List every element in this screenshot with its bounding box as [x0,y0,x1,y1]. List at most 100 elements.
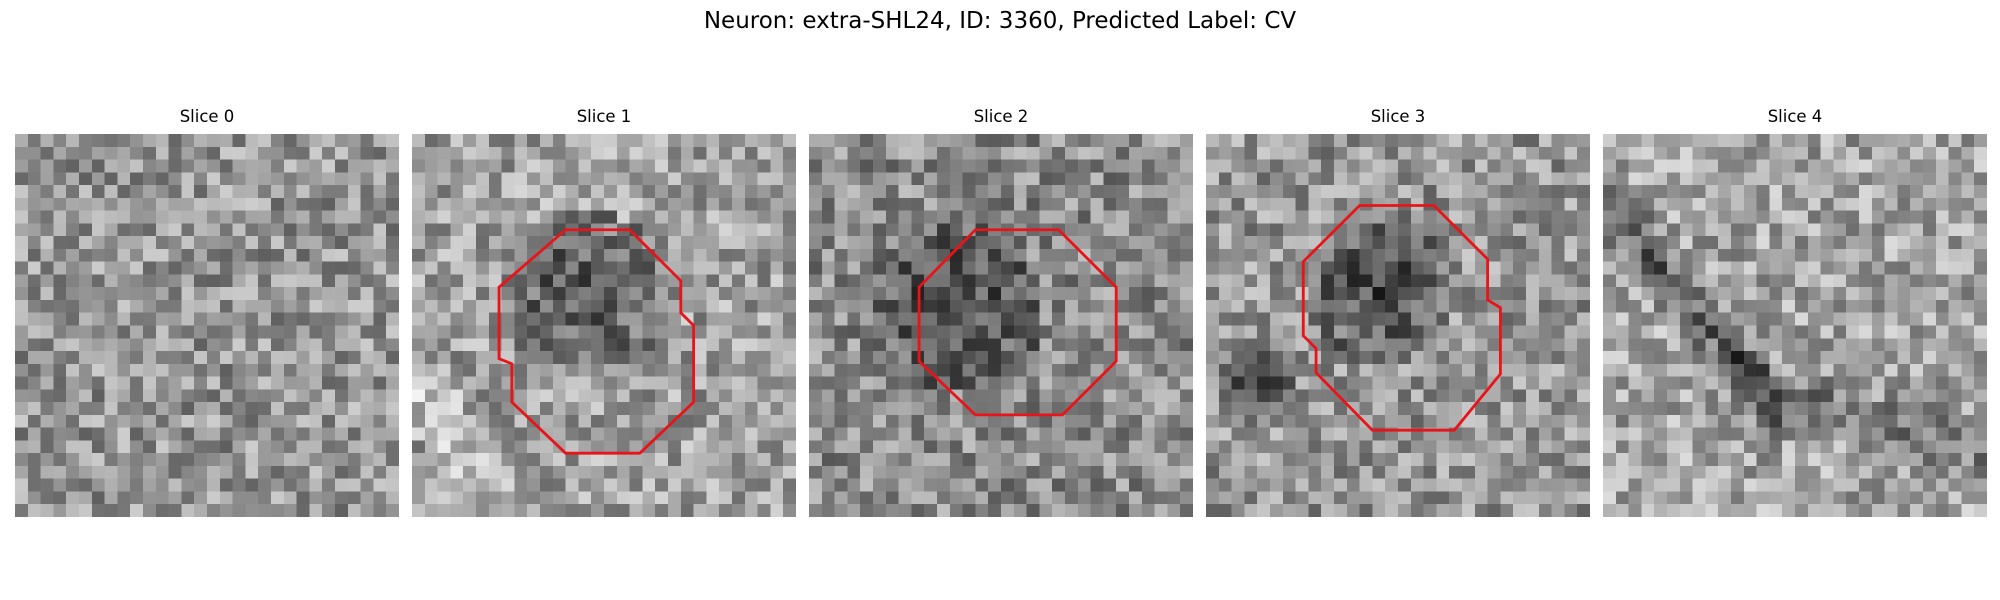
image-pixel [130,376,144,390]
image-pixel [514,274,528,288]
image-pixel [783,299,796,313]
image-pixel [1897,185,1911,199]
image-pixel [1513,223,1527,237]
image-pixel [962,453,976,467]
image-pixel [1884,223,1898,237]
image-pixel [565,478,579,492]
image-pixel [245,478,259,492]
image-pixel [1410,236,1424,250]
image-pixel [1346,389,1360,403]
image-pixel [1218,248,1232,262]
image-pixel [309,197,323,211]
image-pixel [283,248,297,262]
image-pixel [988,376,1002,390]
image-pixel [386,312,399,326]
image-pixel [744,389,758,403]
image-pixel [104,363,118,377]
image-pixel [79,197,93,211]
image-pixel [412,299,426,313]
image-pixel [66,389,80,403]
image-pixel [834,325,848,339]
image-pixel [1871,146,1885,160]
image-pixel [386,389,399,403]
image-pixel [296,223,310,237]
image-pixel [1039,261,1053,275]
image-pixel [578,274,592,288]
image-pixel [1948,172,1962,186]
image-pixel [809,453,823,467]
image-pixel [1180,491,1193,505]
image-pixel [309,172,323,186]
image-pixel [1897,325,1911,339]
image-pixel [283,287,297,301]
image-pixel [719,453,733,467]
image-pixel [168,453,182,467]
image-pixel [1897,134,1911,148]
image-pixel [168,197,182,211]
image-pixel [1218,376,1232,390]
image-pixel [1833,134,1847,148]
image-pixel [155,389,169,403]
image-pixel [1961,274,1975,288]
image-pixel [15,453,29,467]
image-pixel [322,491,336,505]
image-pixel [1359,376,1373,390]
image-pixel [1321,465,1335,479]
image-pixel [1436,210,1450,224]
image-pixel [40,414,54,428]
image-pixel [1859,236,1873,250]
image-pixel [1295,351,1309,365]
image-pixel [1807,134,1821,148]
image-pixel [1052,465,1066,479]
image-pixel [1871,402,1885,416]
image-pixel [578,414,592,428]
image-pixel [1231,210,1245,224]
image-pixel [1282,389,1296,403]
image-pixel [1846,197,1860,211]
image-pixel [1103,363,1117,377]
image-pixel [1077,134,1091,148]
image-pixel [1449,325,1463,339]
image-pixel [1001,134,1015,148]
image-pixel [1731,210,1745,224]
image-pixel [1398,376,1412,390]
image-pixel [1654,402,1668,416]
image-pixel [1282,504,1296,517]
image-pixel [1705,440,1719,454]
image-pixel [1026,504,1040,517]
image-pixel [604,261,618,275]
image-pixel [207,287,221,301]
image-pixel [1679,376,1693,390]
image-pixel [514,376,528,390]
image-pixel [1321,440,1335,454]
image-pixel [1667,414,1681,428]
image-pixel [706,146,720,160]
image-pixel [1462,299,1476,313]
image-pixel [66,363,80,377]
image-pixel [898,363,912,377]
image-pixel [27,210,41,224]
image-pixel [219,236,233,250]
image-pixel [1910,376,1924,390]
image-pixel [1667,465,1681,479]
image-pixel [898,491,912,505]
image-pixel [1026,453,1040,467]
image-pixel [117,287,131,301]
image-pixel [1910,402,1924,416]
image-pixel [668,146,682,160]
image-pixel [1257,197,1271,211]
image-pixel [1538,453,1552,467]
image-pixel [809,236,823,250]
image-pixel [911,453,925,467]
image-pixel [1039,210,1053,224]
image-pixel [412,134,426,148]
image-pixel [1026,465,1040,479]
image-pixel [437,376,451,390]
image-pixel [1410,299,1424,313]
image-pixel [373,440,387,454]
image-pixel [143,478,157,492]
image-pixel [642,185,656,199]
image-pixel [1743,325,1757,339]
image-pixel [386,185,399,199]
image-pixel [1129,261,1143,275]
